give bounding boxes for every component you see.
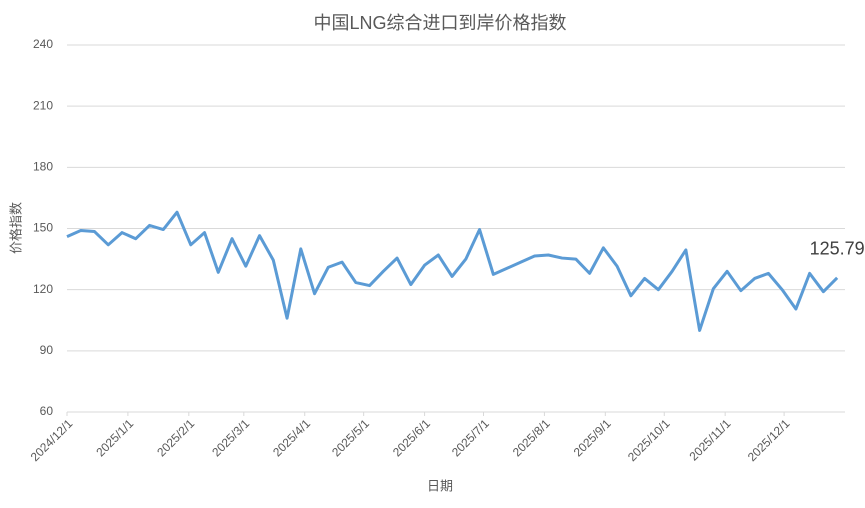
x-tick-label: 2025/11/1 [686, 416, 733, 463]
x-tick-label: 2025/6/1 [390, 416, 433, 459]
x-tick-label: 2024/12/1 [28, 416, 76, 464]
y-tick-label: 210 [33, 98, 53, 112]
x-tick-label: 2025/5/1 [329, 416, 372, 459]
y-tick-label: 180 [33, 160, 53, 174]
x-axis-label: 日期 [427, 478, 453, 493]
y-axis-label: 价格指数 [8, 202, 23, 254]
x-tick-label: 2025/10/1 [625, 416, 673, 464]
data-label: 125.79 [810, 239, 865, 259]
chart-title: 中国LNG综合进口到岸价格指数 [313, 13, 566, 33]
x-tick-label: 2025/9/1 [571, 416, 614, 459]
y-tick-label: 90 [40, 343, 54, 357]
x-tick-label: 2025/4/1 [270, 416, 313, 459]
x-tick-label: 2025/8/1 [510, 416, 553, 459]
y-tick-label: 150 [33, 221, 53, 235]
line-series [66, 210, 839, 332]
x-tick-label: 2025/7/1 [449, 416, 492, 459]
x-tick-label: 2025/2/1 [154, 416, 197, 459]
x-tick-label: 2025/1/1 [93, 416, 136, 459]
y-tick-label: 120 [33, 282, 53, 296]
y-tick-label: 60 [40, 404, 54, 418]
x-tick-label: 2025/12/1 [745, 416, 793, 464]
x-tick-label: 2025/3/1 [209, 416, 252, 459]
y-tick-label: 240 [33, 37, 53, 51]
